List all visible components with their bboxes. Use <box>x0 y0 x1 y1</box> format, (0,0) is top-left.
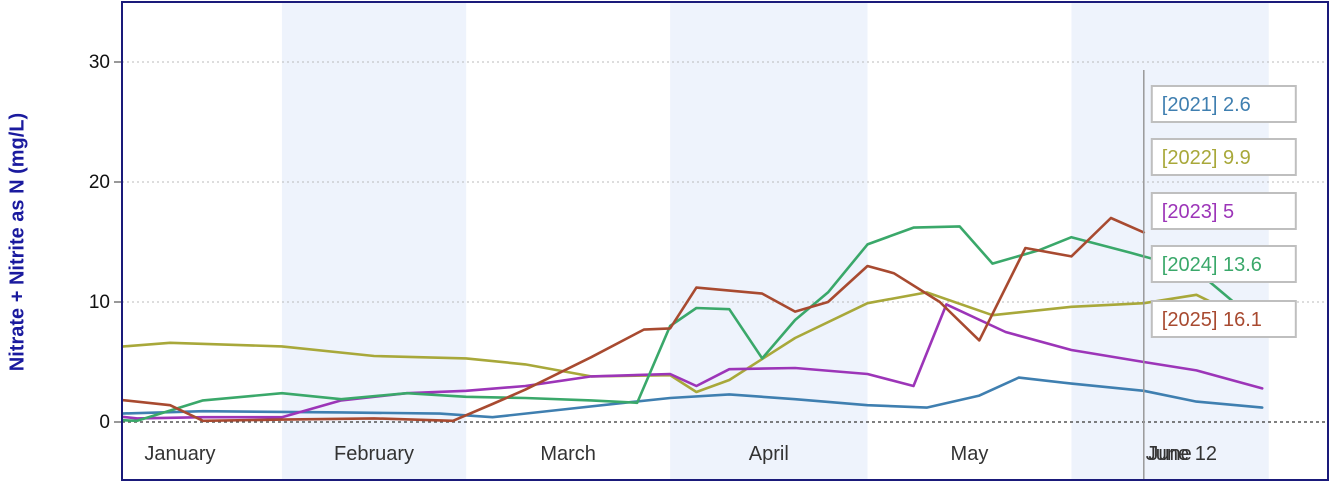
tooltip-box <box>1150 138 1297 176</box>
tooltip-label: [2021] 2.6 <box>1162 94 1251 116</box>
y-tick-label: 10 <box>89 292 110 313</box>
tooltip: [2023] 5 <box>1150 192 1297 230</box>
y-tick-label: 30 <box>89 52 110 73</box>
tooltip-label: [2023] 5 <box>1162 201 1234 223</box>
month-band <box>0 2 78 480</box>
tooltip: [2021] 2.6 <box>1150 85 1297 123</box>
x-tick-label: March <box>540 443 596 465</box>
plot-frame <box>121 1 1329 481</box>
tooltip-box <box>1150 300 1297 338</box>
series-line <box>122 376 1264 419</box>
x-tick-label: April <box>749 443 789 465</box>
series-line <box>122 303 1264 420</box>
tooltip-box <box>1150 85 1297 123</box>
tooltip: [2024] 13.6 <box>1150 245 1297 283</box>
series-line <box>122 291 1264 394</box>
x-tick-label: January <box>144 443 215 465</box>
month-band <box>281 2 467 480</box>
month-band <box>670 2 868 480</box>
tooltip: [2025] 16.1 <box>1150 300 1297 338</box>
series-line <box>122 216 1146 423</box>
tooltip-label: [2022] 9.9 <box>1162 147 1251 169</box>
tooltip-label: [2025] 16.1 <box>1162 309 1262 331</box>
x-tick-label: June <box>1148 443 1191 465</box>
tooltip-label: [2024] 13.6 <box>1162 254 1262 276</box>
month-band <box>1071 2 1269 480</box>
tooltip-box <box>1150 192 1297 230</box>
y-tick-label: 0 <box>99 412 110 433</box>
tooltip: [2022] 9.9 <box>1150 138 1297 176</box>
x-tick-label: February <box>334 443 414 465</box>
y-tick-label: 20 <box>89 172 110 193</box>
x-tick-label: May <box>951 443 989 465</box>
tooltip-box <box>1150 245 1297 283</box>
hover-date-label: June 12 <box>1146 443 1217 465</box>
